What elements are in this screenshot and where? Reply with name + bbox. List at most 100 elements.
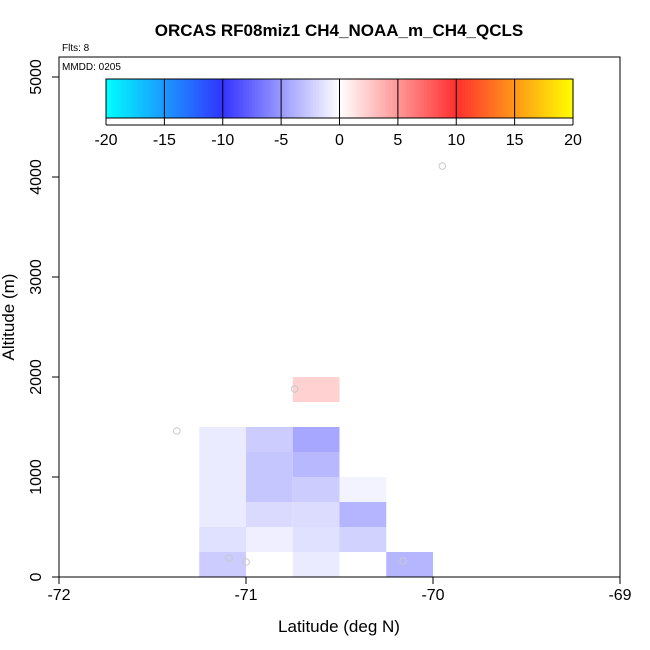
colorbar-segment <box>392 79 396 118</box>
colorbar-segment <box>511 79 516 118</box>
y-axis: 0 1000 2000 3000 4000 5000 <box>28 59 60 581</box>
colorbar-segment <box>146 79 151 118</box>
y-tick-label: 2000 <box>28 359 45 395</box>
colorbar-segment <box>284 79 288 118</box>
colorbar-segment <box>453 79 457 118</box>
x-tick-label: -71 <box>234 587 257 604</box>
data-point <box>399 557 407 565</box>
colorbar-segment <box>149 79 154 118</box>
colorbar-segment <box>167 79 171 118</box>
colorbar-segment <box>558 79 562 118</box>
colorbar-segment <box>383 79 387 118</box>
colorbar-segment <box>155 79 160 118</box>
colorbar-tick-label: 10 <box>447 132 465 149</box>
heatmap-cell <box>386 552 433 577</box>
colorbar-segment <box>488 79 492 118</box>
colorbar-segment <box>228 79 233 118</box>
colorbar-segment <box>450 79 454 118</box>
colorbar-segment <box>316 79 320 118</box>
colorbar-segment <box>427 79 431 118</box>
colorbar-segment <box>371 79 376 118</box>
colorbar-segment <box>266 79 271 118</box>
colorbar-segment <box>237 79 241 118</box>
colorbar-segment <box>333 79 338 118</box>
colorbar-segment <box>336 79 341 118</box>
colorbar-segment <box>164 79 168 118</box>
colorbar-segment <box>327 79 332 118</box>
colorbar-segment <box>269 79 273 118</box>
colorbar-segment <box>205 79 209 118</box>
data-point <box>438 162 447 170</box>
colorbar-segment <box>202 79 206 118</box>
colorbar-segment <box>301 79 306 118</box>
colorbar-segment <box>362 79 367 118</box>
y-axis-label: Altitude (m) <box>0 274 18 361</box>
colorbar-segment <box>546 79 551 118</box>
colorbar-segment <box>532 79 536 118</box>
x-axis: -72 -71 -70 -69 <box>47 576 632 604</box>
colorbar-segment <box>467 79 472 118</box>
heatmap-cell <box>246 552 293 577</box>
colorbar-segment <box>170 79 174 118</box>
colorbar-segment <box>181 79 186 118</box>
chart-title: ORCAS RF08miz1 CH4_NOAA_m_CH4_QCLS <box>155 21 523 40</box>
colorbar-segment <box>298 79 303 118</box>
colorbar-segment <box>243 79 247 118</box>
colorbar-segment <box>129 79 133 118</box>
colorbar-segment <box>502 79 507 118</box>
colorbar-segment <box>187 79 192 118</box>
colorbar-segment <box>447 79 452 118</box>
heatmap-cell <box>292 377 340 402</box>
data-point <box>173 427 181 435</box>
colorbar-segment <box>135 79 139 118</box>
colorbar-segment <box>400 79 405 118</box>
colorbar-segment <box>152 79 157 118</box>
colorbar-segment <box>123 79 128 118</box>
colorbar-segment <box>374 79 379 118</box>
colorbar-segment <box>251 79 256 118</box>
heatmap-cell <box>292 452 340 477</box>
colorbar-segment <box>321 79 326 118</box>
colorbar-segment <box>304 79 308 118</box>
heatmap-cell <box>292 527 340 552</box>
colorbar: -20 -15 -10 -5 0 5 10 15 20 <box>94 78 582 149</box>
colorbar-segment <box>441 79 446 118</box>
x-tick-label: -72 <box>47 587 70 604</box>
data-points <box>173 162 447 566</box>
colorbar-segment <box>108 79 113 118</box>
colorbar-segment <box>257 79 262 118</box>
colorbar-segment <box>505 79 510 118</box>
colorbar-segment <box>357 79 361 118</box>
colorbar-segment <box>225 79 230 118</box>
colorbar-tick-label: -15 <box>153 132 176 149</box>
colorbar-segment <box>345 79 349 118</box>
colorbar-segment <box>508 79 513 118</box>
colorbar-segment <box>158 79 163 118</box>
colorbar-segment <box>213 79 218 118</box>
colorbar-segment <box>219 79 224 118</box>
colorbar-segment <box>444 79 449 118</box>
y-tick-label: 0 <box>28 572 45 581</box>
colorbar-segment <box>564 79 568 118</box>
colorbar-segment <box>470 79 475 118</box>
colorbar-segment <box>199 79 203 118</box>
colorbar-segment <box>272 79 276 118</box>
colorbar-segment <box>342 79 346 118</box>
colorbar-segment <box>281 79 285 118</box>
heatmap-cell <box>199 427 246 477</box>
heatmap-cell <box>292 502 340 527</box>
colorbar-segment <box>412 79 416 118</box>
colorbar-segment <box>485 79 489 118</box>
colorbar-segment <box>178 79 183 118</box>
colorbar-segment <box>330 79 335 118</box>
colorbar-segment <box>479 79 484 118</box>
colorbar-segment <box>476 79 481 118</box>
colorbar-segment <box>514 79 519 118</box>
colorbar-segment <box>552 79 557 118</box>
colorbar-segment <box>365 79 370 118</box>
colorbar-segment <box>526 79 530 118</box>
colorbar-segment <box>482 79 487 118</box>
colorbar-segment <box>465 79 469 118</box>
colorbar-segment <box>310 79 314 118</box>
